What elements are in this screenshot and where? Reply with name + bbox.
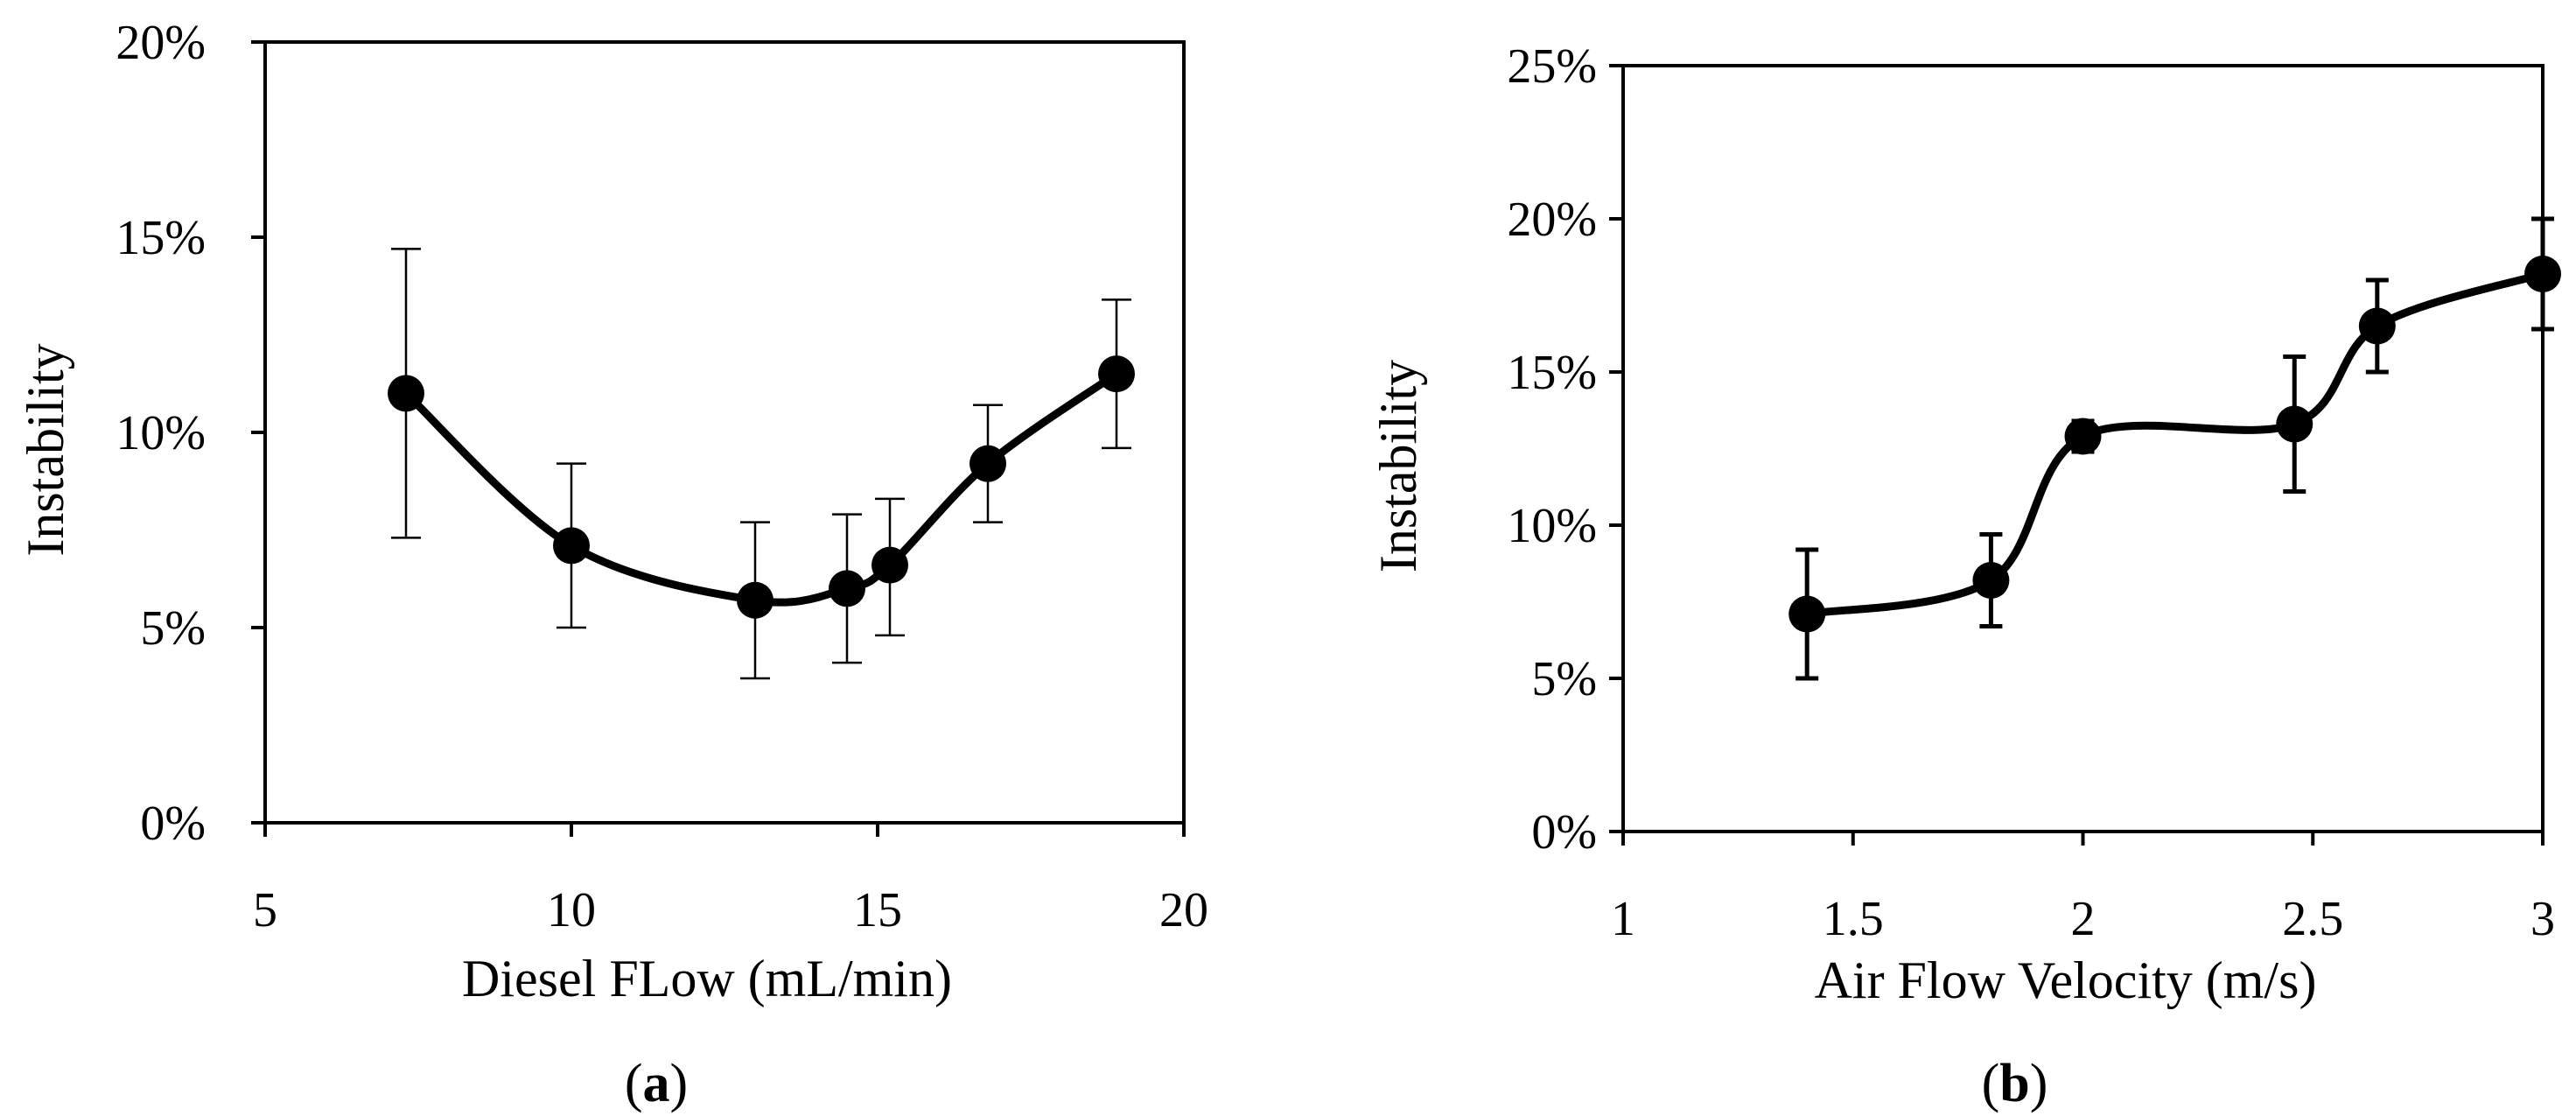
panel-label-letter: b bbox=[1999, 1054, 2029, 1113]
data-point bbox=[970, 445, 1006, 482]
x-tick-label: 5 bbox=[253, 883, 277, 937]
y-tick-label: 15% bbox=[1507, 346, 1597, 400]
y-tick-label: 20% bbox=[1507, 193, 1597, 247]
data-point bbox=[553, 527, 590, 565]
x-axis-label: Diesel FLow (mL/min) bbox=[462, 950, 952, 1007]
y-tick-label: 25% bbox=[1507, 39, 1597, 94]
y-tick-label: 15% bbox=[116, 211, 206, 265]
data-point bbox=[829, 570, 865, 607]
panel-label-close-paren: ) bbox=[670, 1054, 689, 1113]
y-axis-label: Instability bbox=[17, 343, 74, 556]
data-point bbox=[2358, 307, 2396, 345]
panel-label-open-paren: ( bbox=[1982, 1054, 2000, 1113]
panel-label: (a) bbox=[625, 1054, 688, 1113]
x-tick-label: 1.5 bbox=[1823, 892, 1884, 946]
x-tick-label: 20 bbox=[1159, 883, 1208, 937]
panel-label-open-paren: ( bbox=[625, 1054, 643, 1113]
y-tick-label: 0% bbox=[140, 797, 206, 851]
data-point bbox=[1972, 562, 2010, 599]
y-tick-label: 0% bbox=[1531, 805, 1597, 860]
x-axis-label: Air Flow Velocity (m/s) bbox=[1815, 951, 2317, 1009]
x-tick-label: 15 bbox=[853, 883, 902, 937]
data-point bbox=[737, 581, 774, 619]
panel-label: (b) bbox=[1982, 1054, 2048, 1113]
x-tick-label: 1 bbox=[1611, 892, 1635, 946]
plot-frame bbox=[263, 40, 1186, 825]
series-line bbox=[1802, 270, 2547, 618]
y-tick-label: 20% bbox=[116, 16, 206, 70]
x-tick-label: 10 bbox=[547, 883, 596, 937]
data-point bbox=[2524, 256, 2561, 292]
data-point bbox=[388, 375, 424, 412]
x-tick-label: 3 bbox=[2530, 892, 2555, 946]
data-point bbox=[1788, 595, 1826, 633]
y-tick-label: 5% bbox=[1531, 652, 1597, 706]
y-tick-label: 10% bbox=[116, 406, 206, 460]
y-axis-label: Instability bbox=[1369, 360, 1427, 572]
panel-label-letter: a bbox=[643, 1054, 670, 1113]
panel-b: 0% 5% 10% 15% 20% 25% 1 1.5 2 2.5 3 Instability Air … bbox=[1369, 39, 2561, 1113]
y-tick-label: 10% bbox=[1507, 499, 1597, 553]
data-point bbox=[872, 546, 908, 584]
series-line bbox=[402, 369, 1121, 607]
y-tick-label: 5% bbox=[140, 601, 206, 656]
data-point bbox=[2276, 405, 2314, 443]
x-tick-label: 2.5 bbox=[2282, 892, 2343, 946]
data-point bbox=[2064, 418, 2102, 455]
data-point bbox=[1098, 355, 1135, 393]
panel-label-close-paren: ) bbox=[2030, 1054, 2048, 1113]
panel-a: 0% 5% 10% 15% 20% 5 10 15 20 Instability Diesel FL… bbox=[17, 16, 1208, 1113]
x-tick-label: 2 bbox=[2071, 892, 2096, 946]
